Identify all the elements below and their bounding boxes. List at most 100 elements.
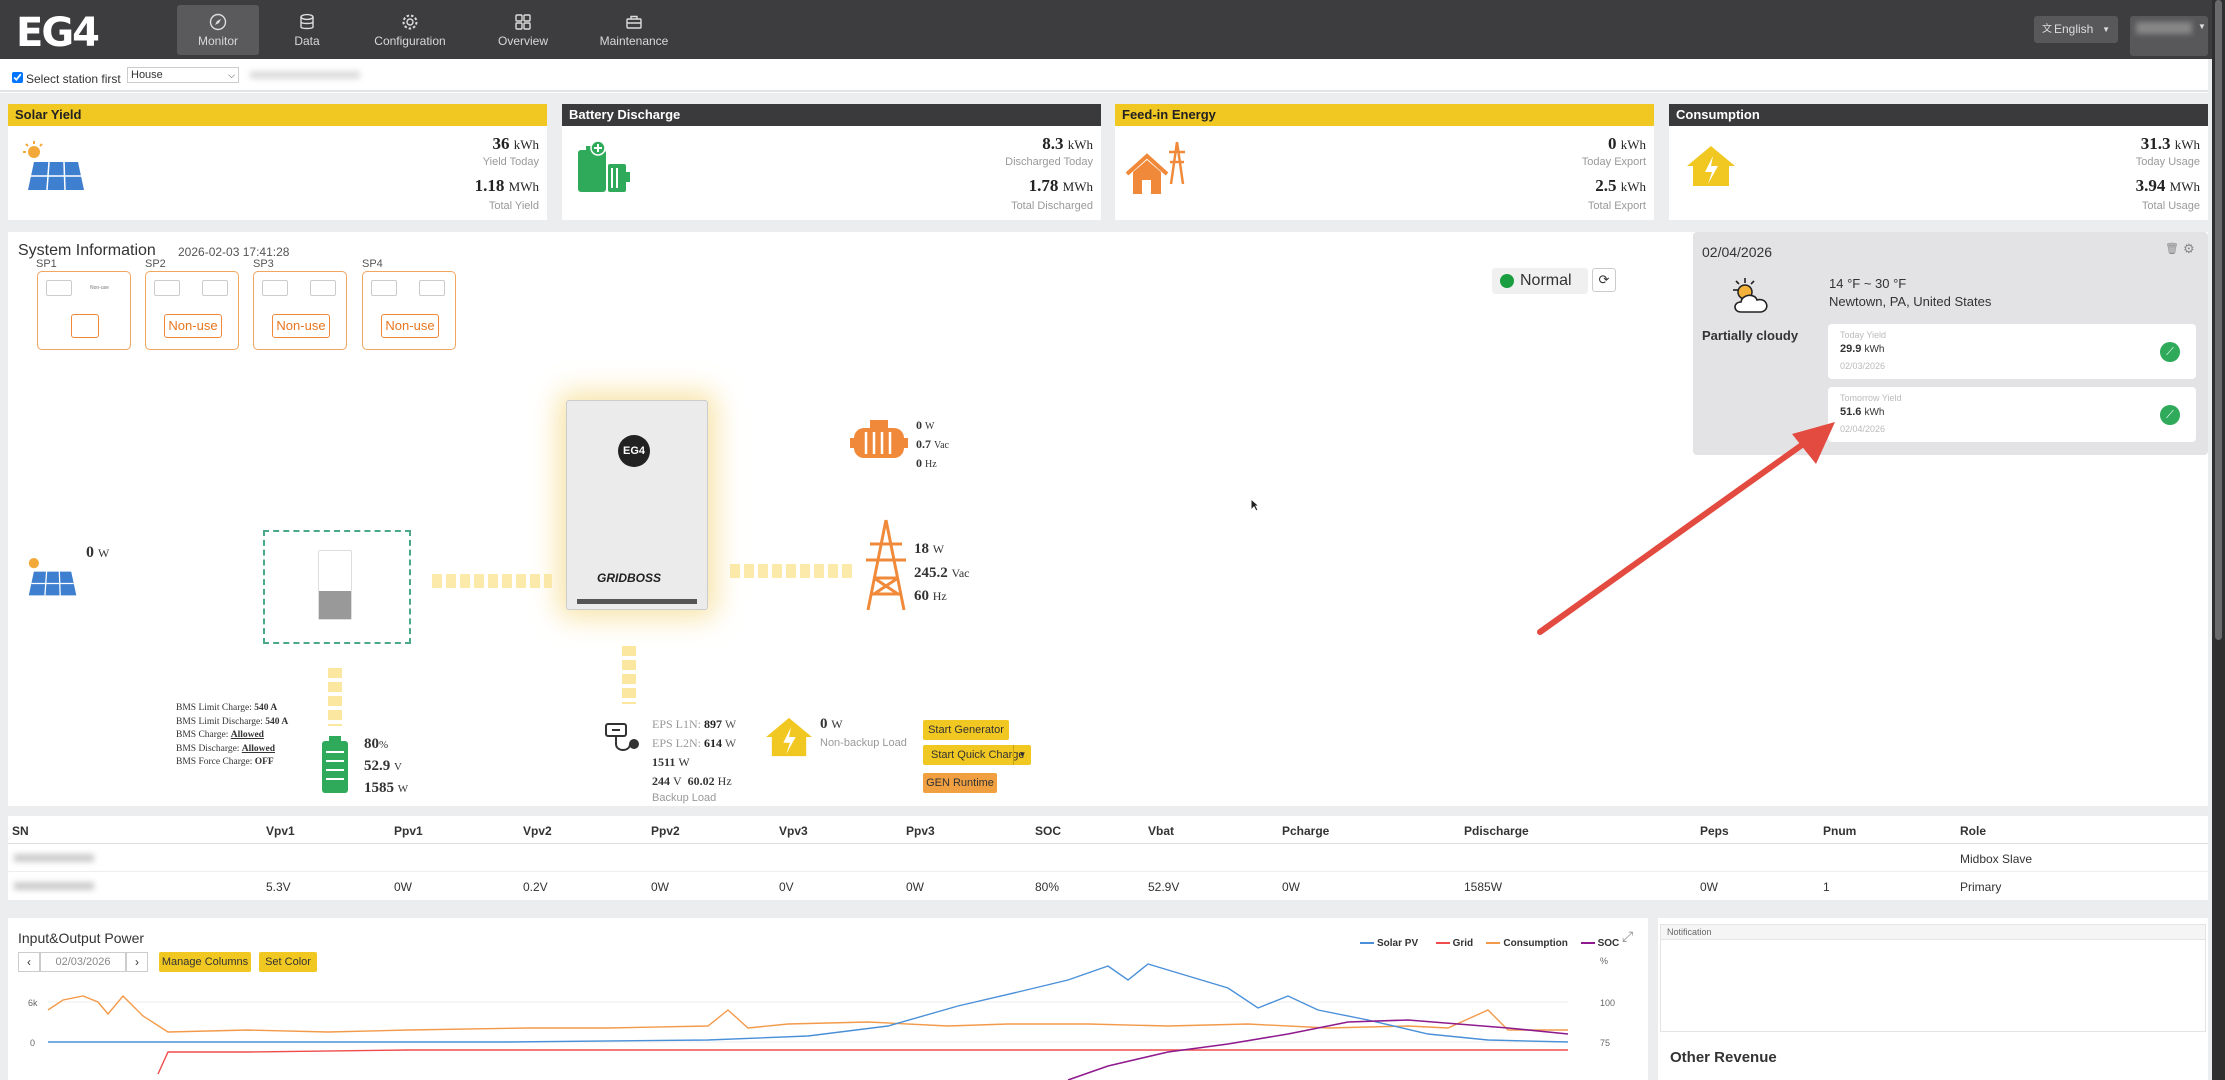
bms-charge: BMS Charge: Allowed <box>176 730 264 740</box>
eg4-logo[interactable]: EG4 <box>16 10 100 56</box>
nav-configuration[interactable]: Configuration <box>362 5 458 55</box>
y-tick-right: 75 <box>1600 1038 1610 1048</box>
start-generator-button[interactable]: Start Generator <box>923 720 1009 740</box>
other-revenue-title: Other Revenue <box>1670 1049 1777 1066</box>
soc-series-line <box>1067 1019 1569 1080</box>
legend-item-consumption[interactable]: Consumption <box>1486 938 1568 949</box>
smart-port-2[interactable]: Non-use <box>145 271 239 350</box>
caret-down-icon: ▼ <box>2102 25 2110 34</box>
nav-maintenance[interactable]: Maintenance <box>592 5 676 55</box>
feedin-total-label: Total Export <box>1587 200 1646 212</box>
redacted-sn <box>14 854 94 862</box>
station-select[interactable]: House ⌵ <box>127 67 239 83</box>
quick-charge-dropdown-icon[interactable]: ▼ <box>1013 745 1031 765</box>
legend-item-solar-pv[interactable]: Solar PV <box>1360 938 1418 949</box>
table-cell-ppv3: 0W <box>906 880 924 894</box>
smart-port-3[interactable]: Non-use <box>253 271 347 350</box>
table-header-peps: Peps <box>1700 824 1729 838</box>
sp4-label: SP4 <box>362 258 383 270</box>
select-station-checkbox[interactable] <box>12 72 23 83</box>
smart-port-1[interactable]: Non-use <box>37 271 131 350</box>
gridboss-inverter[interactable]: EG4 GRIDBOSS <box>566 400 708 610</box>
table-header-vbat: Vbat <box>1148 824 1175 838</box>
sp3-label: SP3 <box>253 258 274 270</box>
status-dot <box>1500 274 1514 288</box>
set-color-button[interactable]: Set Color <box>259 952 317 972</box>
next-date-button[interactable]: › <box>126 952 148 972</box>
table-header-pnum: Pnum <box>1823 824 1857 838</box>
solar-power: 0 W <box>86 544 110 561</box>
refresh-button[interactable]: ⟳ <box>1592 268 1616 292</box>
start-quick-charge-button[interactable]: Start Quick Charge ▼ <box>923 745 1031 765</box>
notification-body <box>1660 940 2206 1032</box>
settings-icon[interactable]: ⚙ <box>2183 241 2195 256</box>
nav-configuration-label: Configuration <box>374 34 446 48</box>
manage-columns-button[interactable]: Manage Columns <box>159 952 251 972</box>
table-cell-vpv2: 0.2V <box>523 880 548 894</box>
tomorrow-yield-chart-icon[interactable]: ⟋ <box>2160 405 2180 425</box>
table-header-pcharge: Pcharge <box>1282 824 1330 838</box>
today-yield-date: 02/03/2026 <box>1840 361 1886 371</box>
house-grid-icon <box>1125 141 1185 194</box>
station-select-value: House <box>131 69 163 81</box>
nav-monitor[interactable]: Monitor <box>177 5 259 55</box>
table-row[interactable]: 5.3V 0W 0.2V 0W 0V 0W 80% 52.9V 0W 1585W 0W 1 Primar… <box>8 872 2208 900</box>
station-bar: Select station first House ⌵ <box>0 59 2208 93</box>
nav-data[interactable]: Data <box>272 5 342 55</box>
grid-icon <box>515 14 531 30</box>
gen-runtime-button[interactable]: GEN Runtime <box>923 773 997 793</box>
tomorrow-yield-label: Tomorrow Yield <box>1840 393 1902 403</box>
mouse-cursor-icon <box>1250 498 1260 512</box>
smart-port-4[interactable]: Non-use <box>362 271 456 350</box>
user-name-redacted <box>2136 22 2192 34</box>
legend-label: SOC <box>1597 938 1620 949</box>
battery-discharge-icon <box>578 140 630 192</box>
annotation-arrow <box>1537 422 1835 635</box>
table-header-vpv2: Vpv2 <box>523 824 552 838</box>
legend-item-grid[interactable]: Grid <box>1435 938 1473 949</box>
legend-swatch <box>1435 942 1450 945</box>
table-header-ppv3: Ppv3 <box>906 824 935 838</box>
nav-overview[interactable]: Overview <box>484 5 562 55</box>
today-yield-chart-icon[interactable]: ⟋ <box>2160 342 2180 362</box>
existing-system-mini-icon <box>371 280 397 296</box>
legend-item-soc[interactable]: SOC <box>1580 938 1620 949</box>
table-cell-vpv3: 0V <box>779 880 794 894</box>
y-tick-left: 6k <box>28 998 38 1008</box>
table-cell-role: Midbox Slave <box>1960 852 2033 866</box>
language-select[interactable]: 文 English ▼ <box>2034 16 2118 43</box>
consumption-today-label: Today Usage <box>2135 156 2200 168</box>
toolbox-icon <box>626 15 642 29</box>
existing-system-mini-icon <box>154 280 180 296</box>
flow-arrow-midbox-to-inverter <box>432 574 552 588</box>
delete-icon[interactable]: 🗑 <box>2165 243 2179 255</box>
user-menu[interactable]: ▼ <box>2130 16 2208 56</box>
battery-soc: 80% <box>364 736 389 752</box>
grid-tower-icon <box>866 519 906 611</box>
battery-voltage: 52.9 V <box>364 758 402 774</box>
midbox-frame <box>263 530 411 644</box>
table-header-vpv3: Vpv3 <box>779 824 808 838</box>
prev-date-button[interactable]: ‹ <box>18 952 40 972</box>
redacted-field <box>250 71 360 79</box>
table-header-vpv1: Vpv1 <box>266 824 295 838</box>
nav-overview-label: Overview <box>497 34 548 48</box>
scrollbar-thumb[interactable] <box>2215 0 2222 640</box>
table-header-ppv2: Ppv2 <box>651 824 680 838</box>
expand-icon[interactable]: ⤢ <box>1622 928 1634 944</box>
date-input[interactable]: 02/03/2026 <box>40 952 126 972</box>
nav-data-label: Data <box>294 34 320 48</box>
bms-limit-discharge: BMS Limit Discharge: 540 A <box>176 716 289 727</box>
today-yield-card: Today Yield 29.9 kWh 02/03/2026 ⟋ <box>1828 324 2196 379</box>
table-row[interactable]: Midbox Slave <box>8 844 2208 872</box>
flow-arrow-midbox-to-battery <box>328 668 342 726</box>
consumption-today-value: 31.3 kWh <box>2140 134 2200 153</box>
smart-load-mini-icon <box>202 280 228 296</box>
card-consumption: Consumption 31.3 kWh Today Usage 3.94 MW… <box>1669 104 2208 220</box>
discharge-total-label: Total Discharged <box>1011 200 1093 212</box>
midbox-device <box>318 550 352 620</box>
notification-panel: Notification Other Revenue <box>1658 918 2208 1080</box>
smart-load-mini-icon <box>310 280 336 296</box>
midbox-device-base <box>319 591 351 619</box>
generator-frequency: 0 Hz <box>916 456 937 470</box>
